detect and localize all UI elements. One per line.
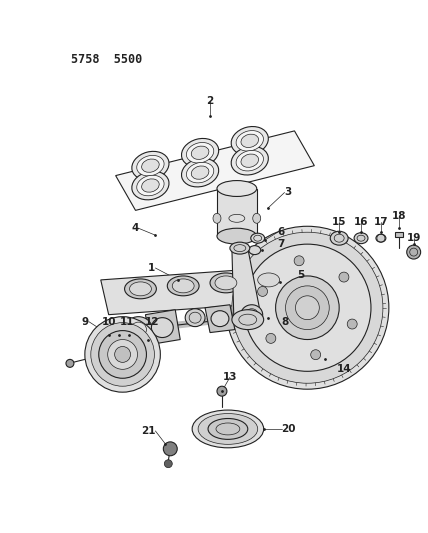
Circle shape bbox=[339, 272, 349, 282]
Ellipse shape bbox=[213, 213, 221, 223]
Ellipse shape bbox=[232, 310, 264, 329]
Text: 15: 15 bbox=[332, 217, 346, 227]
Text: 3: 3 bbox=[285, 188, 292, 198]
Text: 5: 5 bbox=[297, 270, 305, 280]
Ellipse shape bbox=[210, 273, 242, 293]
Ellipse shape bbox=[142, 179, 159, 192]
Text: 2: 2 bbox=[206, 96, 214, 106]
Text: 21: 21 bbox=[141, 426, 155, 436]
Circle shape bbox=[108, 340, 137, 369]
Text: 6: 6 bbox=[278, 227, 285, 237]
Ellipse shape bbox=[217, 228, 257, 244]
Ellipse shape bbox=[217, 181, 257, 197]
Circle shape bbox=[294, 256, 304, 266]
Circle shape bbox=[295, 296, 319, 320]
Ellipse shape bbox=[354, 233, 368, 244]
Ellipse shape bbox=[152, 318, 173, 337]
Ellipse shape bbox=[137, 156, 164, 176]
Circle shape bbox=[244, 244, 371, 372]
Text: 8: 8 bbox=[282, 317, 289, 327]
Ellipse shape bbox=[181, 158, 219, 187]
Circle shape bbox=[99, 330, 146, 378]
Polygon shape bbox=[217, 189, 257, 236]
Ellipse shape bbox=[172, 279, 194, 293]
Ellipse shape bbox=[187, 163, 214, 183]
Ellipse shape bbox=[253, 213, 261, 223]
Ellipse shape bbox=[142, 159, 159, 172]
Ellipse shape bbox=[253, 270, 285, 290]
Ellipse shape bbox=[198, 414, 258, 445]
Circle shape bbox=[347, 319, 357, 329]
Polygon shape bbox=[116, 131, 314, 211]
Circle shape bbox=[285, 286, 329, 329]
Text: 1: 1 bbox=[148, 263, 155, 273]
Text: 16: 16 bbox=[354, 217, 368, 227]
Text: 10: 10 bbox=[101, 317, 116, 327]
Ellipse shape bbox=[191, 146, 209, 159]
Ellipse shape bbox=[230, 242, 250, 254]
Text: 13: 13 bbox=[223, 372, 237, 382]
Circle shape bbox=[85, 317, 160, 392]
Text: 9: 9 bbox=[82, 317, 89, 327]
Ellipse shape bbox=[167, 276, 199, 296]
Ellipse shape bbox=[181, 139, 219, 167]
Ellipse shape bbox=[192, 410, 264, 448]
Polygon shape bbox=[395, 232, 403, 237]
Ellipse shape bbox=[241, 134, 259, 148]
Ellipse shape bbox=[241, 154, 259, 167]
Ellipse shape bbox=[241, 305, 263, 325]
Text: 20: 20 bbox=[282, 424, 296, 434]
Ellipse shape bbox=[191, 166, 209, 179]
Circle shape bbox=[164, 460, 172, 467]
Circle shape bbox=[66, 359, 74, 367]
Text: 5758  5500: 5758 5500 bbox=[71, 53, 142, 66]
Ellipse shape bbox=[211, 311, 229, 327]
Ellipse shape bbox=[231, 126, 268, 155]
Text: 17: 17 bbox=[374, 217, 388, 227]
Circle shape bbox=[232, 232, 383, 383]
Ellipse shape bbox=[215, 276, 237, 290]
Ellipse shape bbox=[258, 273, 279, 287]
Ellipse shape bbox=[187, 142, 214, 163]
Ellipse shape bbox=[376, 234, 386, 242]
Circle shape bbox=[407, 245, 421, 259]
Circle shape bbox=[115, 346, 131, 362]
Text: 14: 14 bbox=[337, 365, 352, 374]
Polygon shape bbox=[232, 248, 262, 320]
Ellipse shape bbox=[208, 418, 248, 439]
Ellipse shape bbox=[251, 233, 265, 243]
Ellipse shape bbox=[125, 317, 152, 343]
Circle shape bbox=[217, 386, 227, 396]
Ellipse shape bbox=[125, 279, 156, 299]
Ellipse shape bbox=[131, 322, 146, 337]
Circle shape bbox=[266, 334, 276, 343]
Ellipse shape bbox=[132, 171, 169, 200]
Text: 18: 18 bbox=[392, 211, 406, 221]
Polygon shape bbox=[101, 265, 317, 314]
Text: 12: 12 bbox=[145, 317, 160, 327]
Circle shape bbox=[311, 350, 321, 360]
Ellipse shape bbox=[236, 150, 264, 171]
Text: 11: 11 bbox=[119, 317, 134, 327]
Ellipse shape bbox=[236, 131, 264, 151]
Circle shape bbox=[276, 276, 339, 340]
Text: 7: 7 bbox=[278, 239, 285, 249]
Polygon shape bbox=[205, 305, 235, 333]
Text: 19: 19 bbox=[407, 233, 421, 243]
Circle shape bbox=[226, 227, 389, 389]
Circle shape bbox=[163, 442, 177, 456]
Ellipse shape bbox=[249, 246, 261, 255]
Text: 4: 4 bbox=[131, 223, 139, 233]
Ellipse shape bbox=[137, 175, 164, 196]
Ellipse shape bbox=[231, 147, 268, 175]
Circle shape bbox=[258, 286, 268, 296]
Ellipse shape bbox=[130, 282, 152, 296]
Polygon shape bbox=[146, 310, 180, 344]
Circle shape bbox=[91, 322, 155, 386]
Ellipse shape bbox=[132, 151, 169, 180]
Ellipse shape bbox=[330, 231, 348, 245]
Ellipse shape bbox=[185, 309, 205, 327]
